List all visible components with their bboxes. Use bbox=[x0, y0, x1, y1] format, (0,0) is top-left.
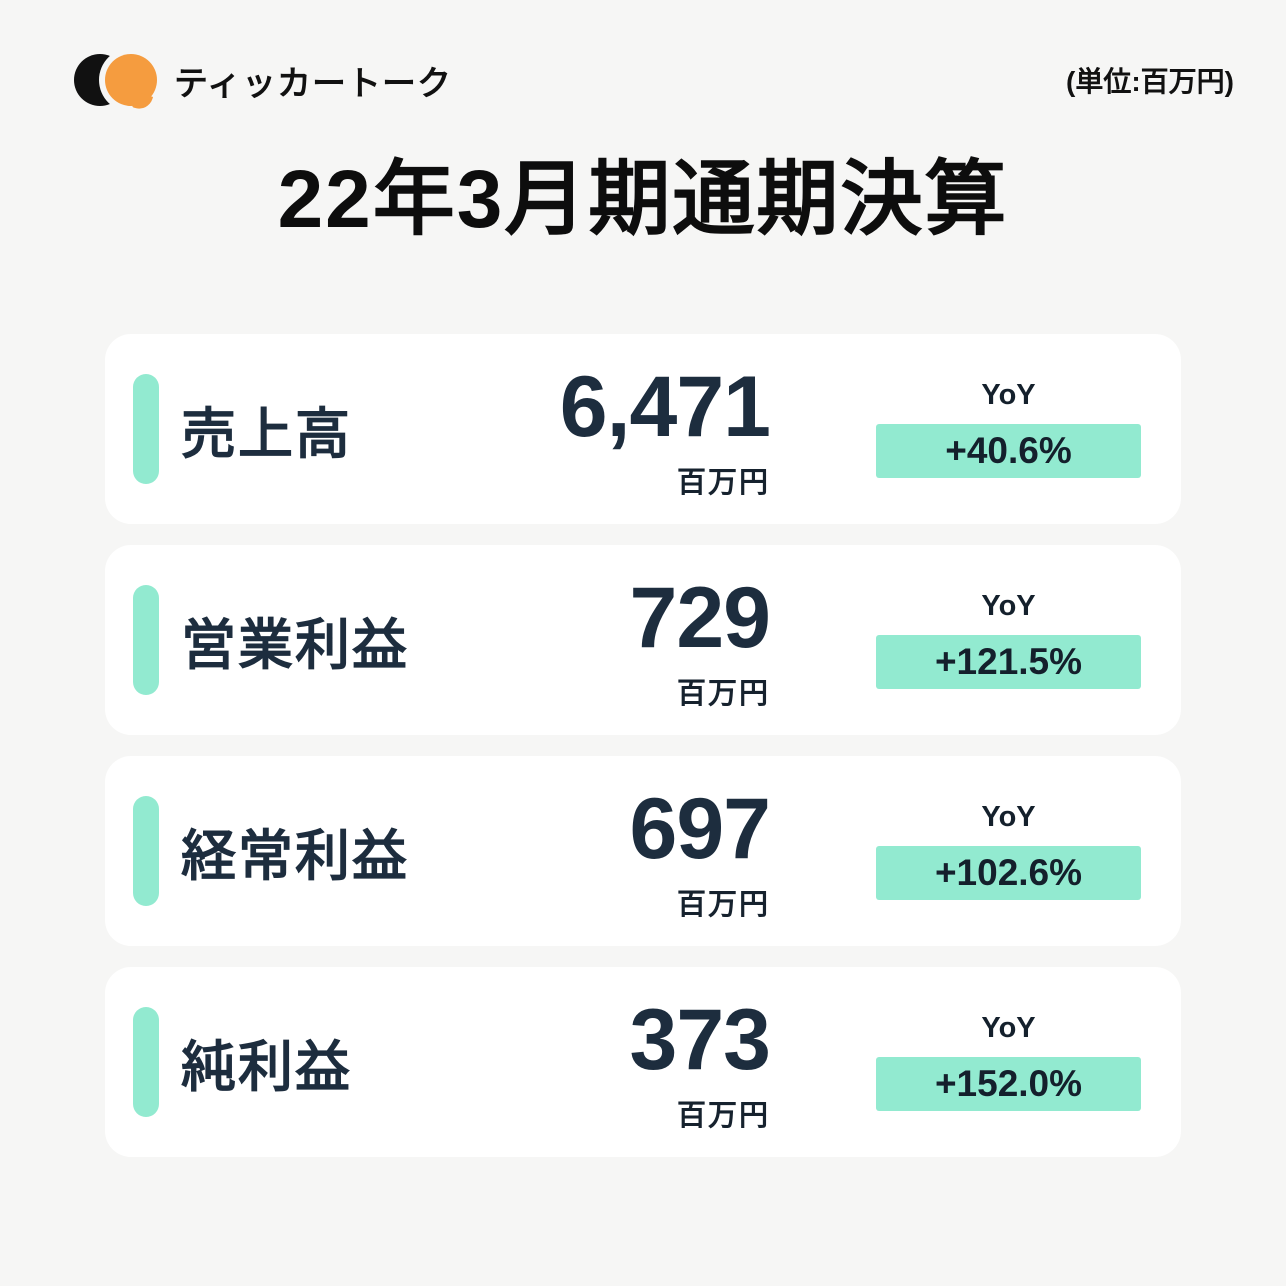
yoy-badge: +152.0% bbox=[876, 1057, 1141, 1112]
metric-value-block: 697 百万円 bbox=[530, 780, 772, 923]
metric-value-block: 729 百万円 bbox=[530, 569, 772, 712]
accent-bar bbox=[133, 1006, 159, 1117]
metric-label: 純利益 bbox=[181, 1035, 353, 1098]
metric-card-net-profit: 純利益 373 百万円 YoY +152.0% bbox=[105, 966, 1181, 1157]
yoy-title: YoY bbox=[981, 590, 1036, 623]
metric-card-revenue: 売上高 6,471 百万円 YoY +40.6% bbox=[105, 333, 1181, 524]
metric-card-ordinary-profit: 経常利益 697 百万円 YoY +102.6% bbox=[105, 755, 1181, 946]
yoy-title: YoY bbox=[981, 379, 1036, 412]
metric-value: 6,471 bbox=[559, 358, 771, 455]
metric-label: 営業利益 bbox=[181, 613, 410, 676]
yoy-badge: +121.5% bbox=[876, 635, 1141, 690]
yoy-block: YoY +102.6% bbox=[876, 801, 1141, 901]
metric-label: 経常利益 bbox=[181, 824, 410, 887]
metric-unit: 百万円 bbox=[676, 677, 770, 710]
logo-text: ティッカートーク bbox=[174, 64, 452, 103]
yoy-title: YoY bbox=[981, 1012, 1036, 1045]
yoy-badge: +40.6% bbox=[876, 424, 1141, 479]
metric-value-block: 6,471 百万円 bbox=[530, 358, 771, 501]
metric-value: 697 bbox=[629, 780, 772, 877]
metric-card-operating-profit: 営業利益 729 百万円 YoY +121.5% bbox=[105, 544, 1181, 735]
accent-bar bbox=[133, 584, 159, 695]
metric-unit: 百万円 bbox=[676, 1099, 770, 1132]
metric-value: 373 bbox=[629, 991, 772, 1088]
accent-bar bbox=[133, 373, 159, 484]
metric-cards-list: 売上高 6,471 百万円 YoY +40.6% 営業利益 729 百万円 Yo… bbox=[105, 333, 1181, 1157]
header: ティッカートーク (単位:百万円) bbox=[0, 0, 1286, 113]
page-title: 22年3月期通期決算 bbox=[277, 154, 1009, 245]
metric-unit: 百万円 bbox=[676, 888, 770, 921]
metric-label: 売上高 bbox=[181, 402, 353, 465]
chat-bubbles-icon bbox=[74, 52, 158, 113]
metric-value-block: 373 百万円 bbox=[530, 991, 772, 1134]
metric-value: 729 bbox=[629, 569, 772, 666]
metric-unit: 百万円 bbox=[676, 466, 770, 499]
yoy-block: YoY +121.5% bbox=[876, 590, 1141, 690]
logo: ティッカートーク bbox=[74, 52, 452, 113]
yoy-block: YoY +152.0% bbox=[876, 1012, 1141, 1112]
yoy-title: YoY bbox=[981, 801, 1036, 834]
yoy-block: YoY +40.6% bbox=[876, 379, 1141, 479]
yoy-badge: +102.6% bbox=[876, 846, 1141, 901]
accent-bar bbox=[133, 795, 159, 906]
unit-note: (単位:百万円) bbox=[1066, 66, 1234, 97]
